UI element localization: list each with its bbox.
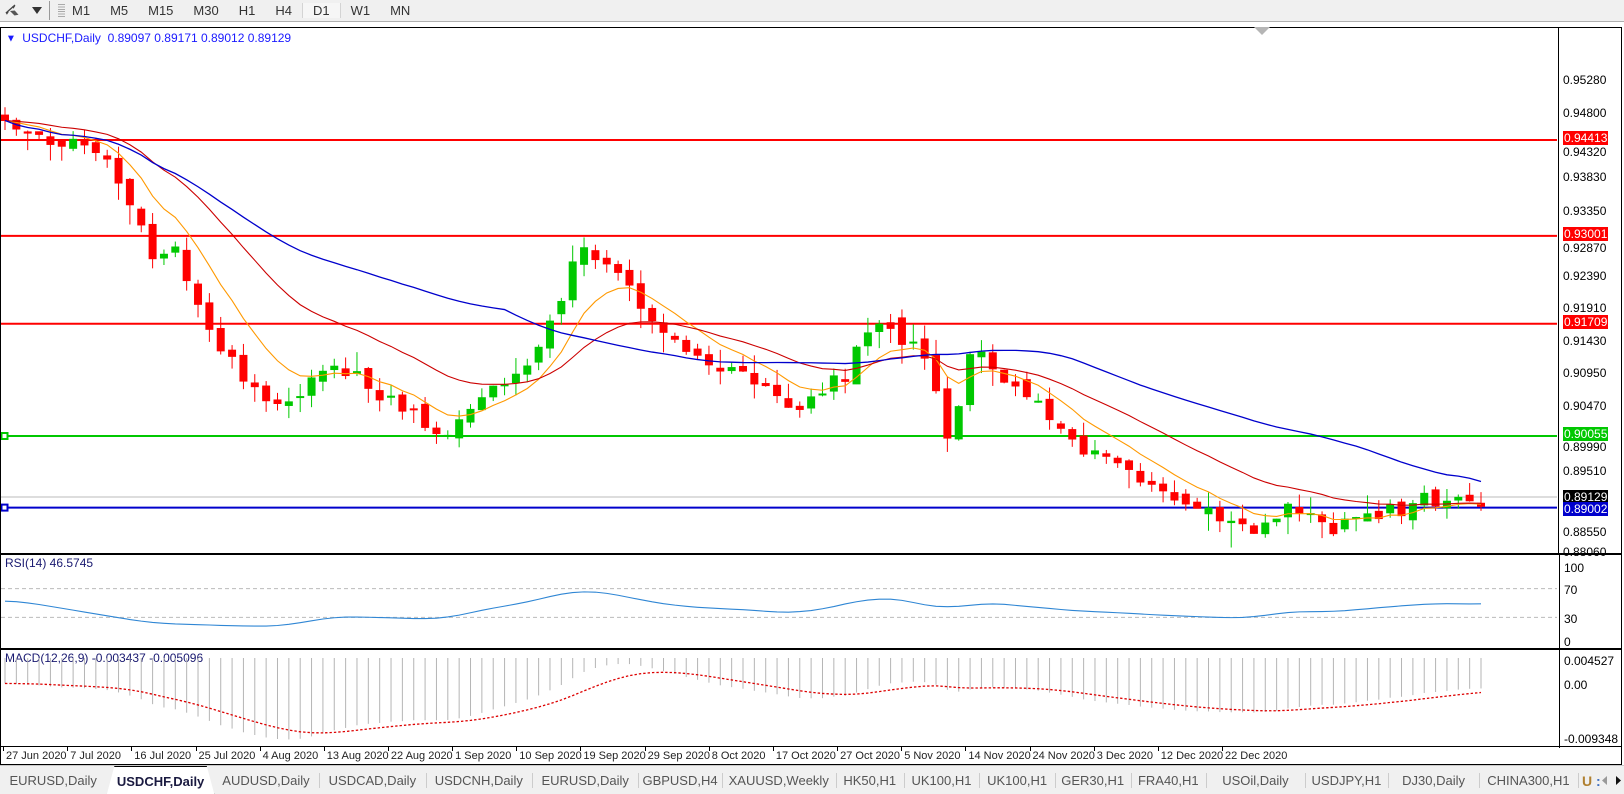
svg-text::: : (1596, 773, 1601, 789)
svg-text:U: U (1582, 773, 1592, 789)
